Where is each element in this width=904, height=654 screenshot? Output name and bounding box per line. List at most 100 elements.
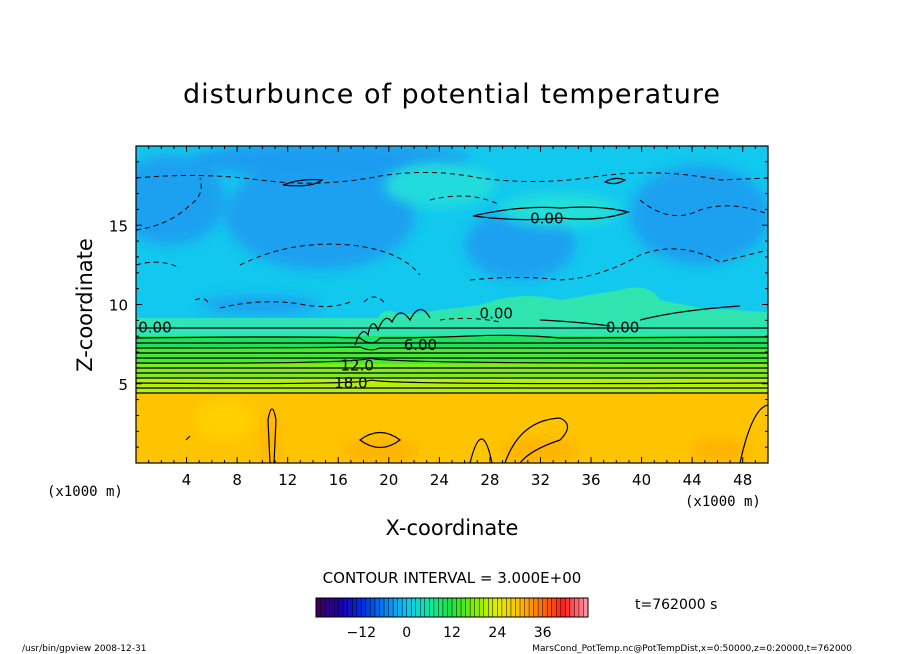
contour-line-dashed	[136, 171, 768, 184]
y-tick-label: 15	[109, 217, 128, 235]
contour-interval-text: CONTOUR INTERVAL = 3.000E+00	[323, 569, 582, 587]
colorbar-tick-label: 12	[443, 625, 461, 641]
contour-line-dashed	[239, 243, 421, 276]
colorbar-swatch	[406, 598, 412, 617]
field-band-green	[136, 364, 768, 378]
contour-line-dashed	[639, 199, 768, 217]
x-tick-label: 40	[632, 471, 651, 489]
field-band-green	[136, 336, 768, 348]
colorbar-swatch	[329, 598, 335, 617]
colorbar-swatch	[461, 598, 467, 617]
contour-labels: 0.00 0.00 0.00 0.00 6.00 12.018.0	[138, 209, 639, 392]
field-low-patch	[630, 165, 768, 265]
x-tick-label: 12	[278, 471, 297, 489]
x-tick-label: 48	[733, 471, 752, 489]
contour-line-dashed	[429, 195, 501, 206]
contour-line	[603, 177, 627, 185]
colorbar-swatch	[325, 598, 331, 617]
plot-area	[136, 146, 768, 463]
colorbar-swatch	[497, 598, 503, 617]
contour-line	[639, 305, 741, 321]
colorbar-swatch	[506, 598, 512, 617]
time-label: t=762000 s	[635, 597, 717, 613]
field-cyan-patch	[500, 194, 620, 226]
contour-line	[136, 346, 768, 351]
colorbar-swatch	[565, 598, 571, 617]
x-tick-label: 36	[581, 471, 600, 489]
contour-line-dashed	[136, 261, 181, 269]
contour-line	[136, 334, 768, 344]
colorbar-swatch	[483, 598, 489, 617]
colorbar-swatch	[320, 598, 326, 617]
field-warm-patch	[262, 410, 278, 463]
contour-label: 18.0	[334, 374, 367, 392]
field-band-yellowgreen	[136, 378, 768, 393]
colorbar-swatch	[578, 598, 584, 617]
field-low-patch	[465, 210, 575, 280]
field-warm-patch	[500, 438, 580, 462]
colorbar-swatch	[334, 598, 340, 617]
colorbar-tick-label: 24	[488, 625, 506, 641]
chart-title: disturbunce of potential temperature	[183, 79, 721, 110]
colorbar-swatch	[338, 598, 344, 617]
colorbar-swatch	[538, 598, 544, 617]
colorbar-swatch	[429, 598, 435, 617]
colorbar-swatch	[365, 598, 371, 617]
x-tick-label: 4	[182, 471, 192, 489]
contour-line	[739, 404, 768, 463]
contour-line-dashed	[194, 298, 209, 304]
contour-label: 0.00	[530, 209, 563, 227]
contour-line	[354, 308, 431, 346]
contour-line	[469, 438, 493, 463]
contour-line	[282, 178, 324, 187]
field-low-patch	[136, 155, 225, 245]
colorbar-swatch	[488, 598, 494, 617]
colorbar-swatch	[456, 598, 462, 617]
contour-label: 0.00	[606, 319, 639, 337]
colorbar-swatch	[379, 598, 385, 617]
colorbar-swatch	[520, 598, 526, 617]
colorbar-swatch	[452, 598, 458, 617]
x-tick-label: 44	[683, 471, 702, 489]
colorbar-ticks: −12 0 12 24 36	[347, 625, 552, 641]
colorbar	[316, 598, 589, 617]
x-tick-label: 20	[379, 471, 398, 489]
contour-label: 12.0	[340, 357, 373, 375]
colorbar-swatch	[547, 598, 553, 617]
colorbar-swatch	[402, 598, 408, 617]
contour-lines	[136, 177, 768, 463]
colorbar-swatch	[374, 598, 380, 617]
colorbar-swatch	[356, 598, 362, 617]
colorbar-frame	[315, 597, 589, 618]
contour-label: 6.00	[404, 336, 437, 354]
x-tick-label: 16	[329, 471, 348, 489]
contour-line	[267, 408, 277, 463]
contour-line-dashed	[363, 296, 385, 303]
colorbar-swatch	[560, 598, 566, 617]
contour-line	[185, 435, 191, 441]
contour-line	[136, 379, 768, 385]
colorbar-swatch	[510, 598, 516, 617]
colorbar-swatch	[479, 598, 485, 617]
colorbar-swatch	[524, 598, 530, 617]
colorbar-swatch	[551, 598, 557, 617]
colorbar-swatch	[438, 598, 444, 617]
footer-right: MarsCond_PotTemp.nc@PotTempDist,x=0:5000…	[532, 644, 852, 654]
colorbar-swatch	[501, 598, 507, 617]
colorbar-swatch	[316, 598, 322, 617]
y-axis: 5 10 15	[109, 161, 768, 448]
colorbar-swatch	[397, 598, 403, 617]
colorbar-swatch	[361, 598, 367, 617]
colorbar-tick-label: 36	[534, 625, 552, 641]
contour-line-dashed	[219, 301, 351, 309]
colorbar-swatch	[433, 598, 439, 617]
contour-line-dashed	[136, 177, 202, 231]
colorbar-tick-label: 0	[402, 625, 411, 641]
colorbar-swatch	[556, 598, 562, 617]
colorbar-swatch	[529, 598, 535, 617]
contour-label: 0.00	[480, 304, 513, 322]
colorbar-tick-label: −12	[347, 625, 377, 641]
colorbar-swatch	[420, 598, 426, 617]
colorbar-swatch	[442, 598, 448, 617]
